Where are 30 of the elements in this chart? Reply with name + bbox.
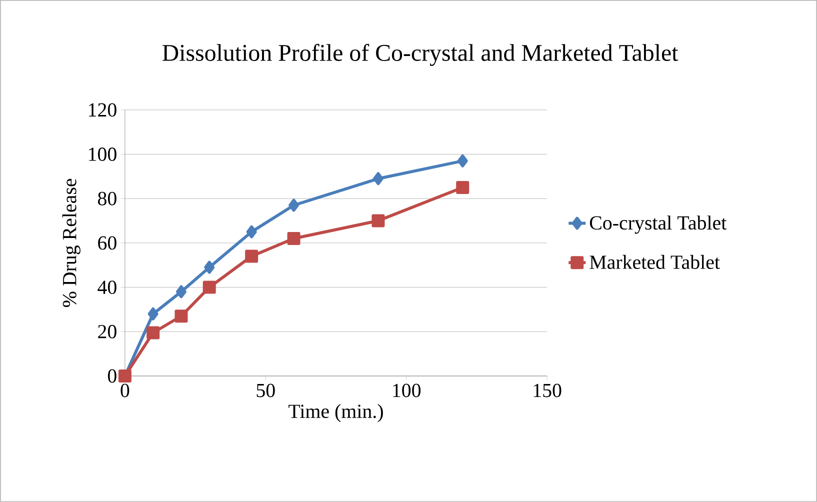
legend-label: Marketed Tablet — [590, 254, 720, 269]
x-tick-label: 50 — [256, 384, 275, 398]
point — [456, 181, 470, 194]
point — [202, 280, 216, 294]
point — [372, 214, 385, 228]
x-axis-title: Time (min.) — [288, 404, 383, 422]
point — [372, 172, 384, 186]
point — [176, 285, 186, 298]
point — [245, 250, 258, 263]
y-tick-label: 100 — [89, 148, 116, 162]
legend-label: Co-crystal Tablet — [590, 216, 727, 234]
point — [457, 154, 468, 168]
point — [287, 232, 300, 246]
point — [204, 260, 215, 274]
y-tick-label: 120 — [89, 103, 116, 117]
y-tick-label: 40 — [98, 280, 116, 294]
y-axis-title: % Drug Release — [62, 178, 80, 308]
point — [246, 225, 257, 238]
y-tick-label: 80 — [98, 192, 116, 206]
chart-title: Dissolution Profile of Co-crystal and Marketed Tablet — [162, 44, 678, 66]
point — [288, 198, 300, 212]
x-tick-label: 100 — [393, 384, 421, 398]
x-tick-label: 150 — [534, 384, 562, 398]
point — [148, 307, 158, 320]
y-tick-label: 60 — [98, 236, 116, 250]
y-tick-label: 20 — [98, 324, 116, 338]
y-tick-label: 0 — [108, 369, 116, 383]
x-tick-label: 0 — [120, 384, 130, 398]
point — [174, 310, 188, 323]
point — [146, 326, 160, 340]
